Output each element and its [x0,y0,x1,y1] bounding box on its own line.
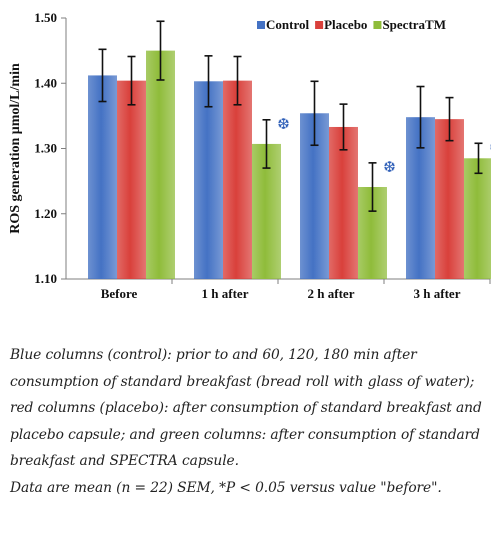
bar-spectratm [146,50,175,279]
caption-line: breakfast and SPECTRA capsule. [10,453,239,469]
significance-marker-icon: ❆ [383,158,396,176]
caption-line: consumption of standard breakfast (bread… [10,373,475,390]
x-tick-label: 2 h after [308,286,355,301]
legend-label: SpectraTM [382,17,446,32]
bar-placebo [329,126,358,279]
x-tick-label: Before [101,286,138,301]
significance-marker-icon: ❆ [489,138,491,156]
y-tick-label: 1.40 [34,75,57,90]
y-tick-label: 1.30 [34,141,57,156]
y-axis-title: ROS generation μmol/L/min [8,63,23,234]
caption-line: Data are mean (n = 22) SEM, *P < 0.05 ve… [10,479,442,496]
bar-placebo [117,80,146,279]
bar-placebo [435,119,464,279]
bar-spectratm [464,158,491,279]
legend-swatch [373,21,382,29]
bar-placebo [223,80,252,279]
significance-marker-icon: ❆ [277,115,290,133]
y-tick-label: 1.50 [34,10,57,25]
ros-bar-chart: 1.10 1.20 1.30 1.40 1.50 ROS generation μmol/… [8,10,491,301]
legend-swatch [257,21,265,29]
x-tick-label: 1 h after [202,286,249,301]
legend-label: Control [266,17,309,32]
x-tick-label: 3 h after [414,286,461,301]
caption-line: Blue columns (control): prior to and 60,… [10,347,417,363]
caption-line: red columns (placebo): after consumption… [10,400,482,416]
legend-swatch [315,21,324,29]
figure-caption: Blue columns (control): prior to and 60,… [10,342,488,501]
bar-control [194,81,223,279]
y-tick-label: 1.10 [34,271,57,286]
caption-line: placebo capsule; and green columns: afte… [10,426,480,443]
bar-control [88,75,117,279]
y-tick-label: 1.20 [34,206,57,221]
legend-label: Placebo [324,17,367,32]
